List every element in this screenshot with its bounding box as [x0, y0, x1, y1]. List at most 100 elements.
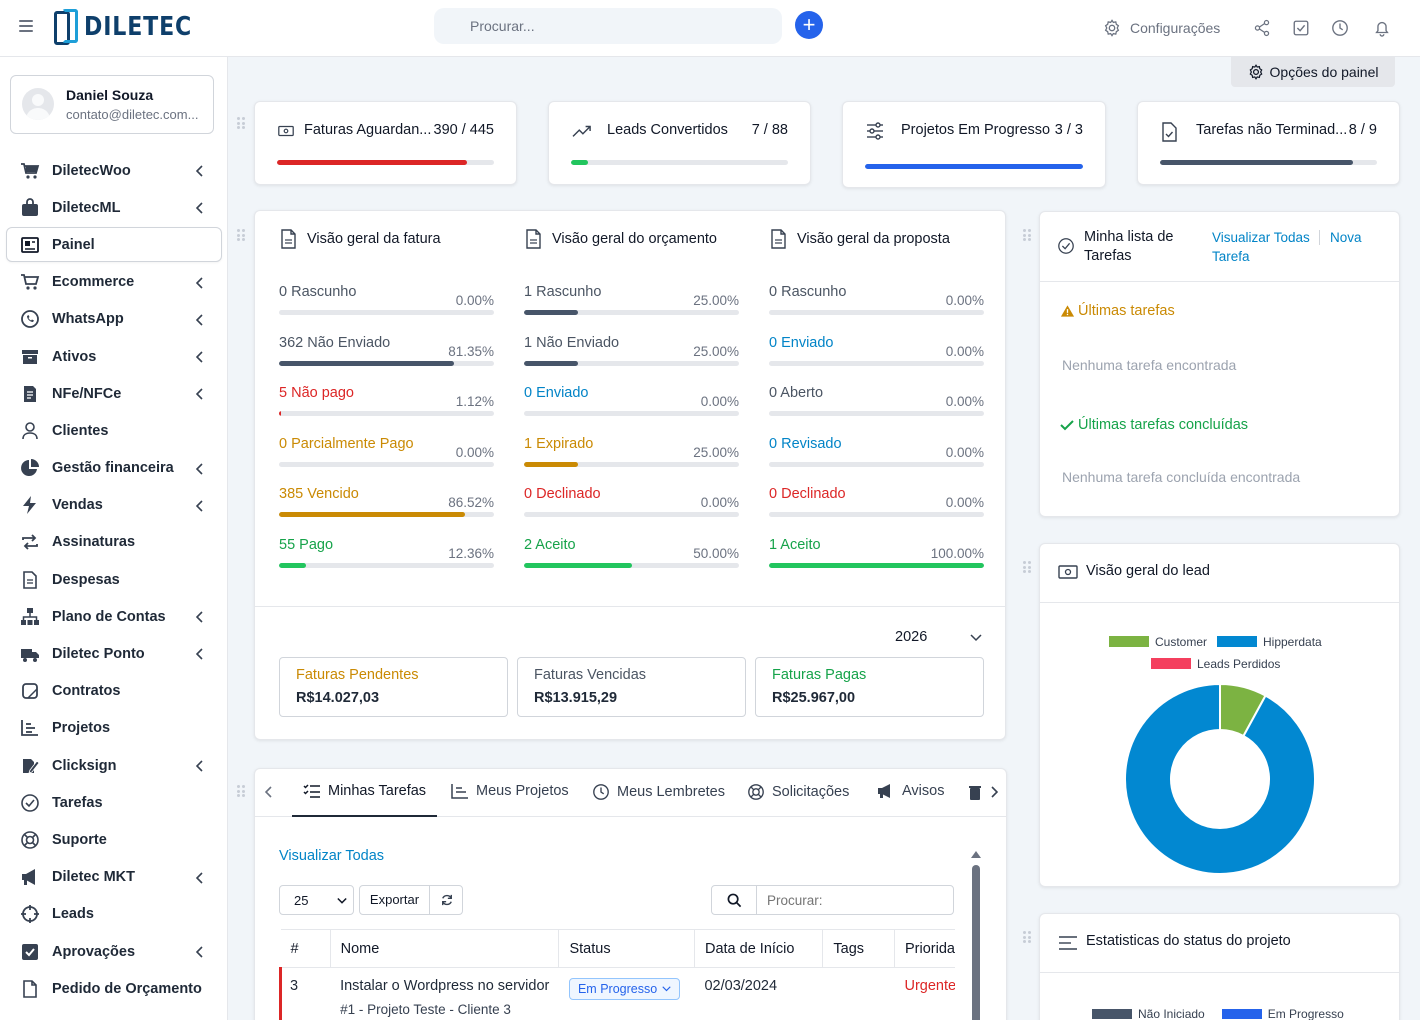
overview-row[interactable]: 0 Revisado 0.00%: [769, 436, 984, 486]
col-header[interactable]: Tags: [822, 929, 895, 968]
clock-icon[interactable]: [1331, 19, 1349, 37]
scrollbar-thumb[interactable]: [972, 865, 980, 1020]
chevron-down-icon[interactable]: [970, 633, 982, 643]
year-select[interactable]: 2026: [895, 629, 928, 645]
sidebar-item-leads[interactable]: Leads: [0, 896, 228, 933]
drag-handle-icon[interactable]: [1023, 931, 1031, 943]
todo-view-all-link[interactable]: Visualizar Todas: [1212, 230, 1310, 245]
table-row[interactable]: 3 Instalar o Wordpress no servidor #1 - …: [279, 967, 955, 1020]
user-profile-card[interactable]: Daniel Souza contato@diletec.com...: [10, 75, 214, 134]
todo-new-link-cont[interactable]: Nova Tarefa: [1212, 230, 1362, 264]
sidebar-item-contratos[interactable]: Contratos: [0, 673, 228, 710]
col-header[interactable]: Priorida: [894, 929, 955, 968]
overview-row[interactable]: 362 Não Enviado 81.35%: [279, 335, 494, 385]
page-size-select[interactable]: 25: [279, 885, 354, 915]
menu-toggle-icon[interactable]: [19, 20, 33, 32]
chevron-left-icon[interactable]: [265, 786, 273, 798]
overview-row[interactable]: 0 Declinado 0.00%: [769, 486, 984, 536]
donut-slice-hipperdata[interactable]: [1124, 682, 1316, 875]
legend-swatch[interactable]: [1109, 636, 1149, 647]
stat-value: 8 / 9: [1348, 122, 1377, 138]
sidebar-item-clicksign[interactable]: Clicksign: [0, 747, 228, 784]
overview-row[interactable]: 55 Pago 12.36%: [279, 537, 494, 587]
signature-icon: [20, 756, 40, 776]
invoice-summary-box[interactable]: Faturas Pagas R$25.967,00: [755, 657, 984, 717]
col-header[interactable]: Status: [558, 929, 695, 968]
col-header[interactable]: #: [280, 929, 331, 968]
overview-progress-bar: [279, 461, 494, 467]
overview-row[interactable]: 1 Não Enviado 25.00%: [524, 335, 739, 385]
sidebar-item-diletec-ponto[interactable]: Diletec Ponto: [0, 635, 228, 672]
refresh-icon[interactable]: [441, 894, 453, 906]
overview-row[interactable]: 2 Aceito 50.00%: [524, 537, 739, 587]
row-name[interactable]: Instalar o Wordpress no servidor #1 - Pr…: [340, 978, 550, 1017]
overview-row[interactable]: 0 Rascunho 0.00%: [769, 284, 984, 334]
sidebar-item-ativos[interactable]: Ativos: [0, 338, 228, 375]
export-button[interactable]: Exportar: [360, 886, 430, 914]
sidebar-item-vendas[interactable]: Vendas: [0, 487, 228, 524]
sidebar-item-despesas[interactable]: Despesas: [0, 561, 228, 598]
sidebar-item-assinaturas[interactable]: Assinaturas: [0, 524, 228, 561]
table-search-input[interactable]: [757, 892, 947, 908]
tab-my-projects[interactable]: Meus Projetos: [451, 783, 569, 799]
sidebar-item-pedido-de-or-amento[interactable]: Pedido de Orçamento: [0, 970, 228, 1007]
sidebar-item-whatsapp[interactable]: WhatsApp: [0, 301, 228, 338]
overview-row[interactable]: 0 Enviado 0.00%: [769, 335, 984, 385]
drag-handle-icon[interactable]: [237, 117, 245, 129]
legend-swatch[interactable]: [1217, 636, 1257, 647]
row-status[interactable]: Em Progresso: [559, 968, 695, 1020]
col-header[interactable]: Data de Início: [693, 929, 823, 968]
quick-add-button[interactable]: +: [795, 11, 823, 39]
sidebar-item-clientes[interactable]: Clientes: [0, 412, 228, 449]
overview-row[interactable]: 1 Aceito 100.00%: [769, 537, 984, 587]
sidebar-item-projetos[interactable]: Projetos: [0, 710, 228, 747]
tab-my-tasks[interactable]: Minhas Tarefas: [303, 783, 426, 799]
sidebar-item-diletecwoo[interactable]: DiletecWoo: [0, 152, 228, 189]
status-badge[interactable]: Em Progresso: [568, 978, 681, 1000]
drag-handle-icon[interactable]: [1023, 229, 1031, 241]
sidebar-item-aprova-es[interactable]: Aprovações: [0, 933, 228, 970]
sidebar-item-gest-o-financeira[interactable]: Gestão financeira: [0, 450, 228, 487]
warning-icon: [1060, 305, 1075, 317]
tab-requests[interactable]: Solicitações: [747, 783, 849, 801]
tab-my-reminders[interactable]: Meus Lembretes: [592, 783, 725, 801]
bell-icon[interactable]: [1373, 19, 1391, 37]
sidebar-item-nfe-nfce[interactable]: NFe/NFCe: [0, 375, 228, 412]
legend-swatch[interactable]: [1151, 658, 1191, 669]
panel-options-button[interactable]: Opções do painel: [1231, 57, 1395, 87]
overview-row[interactable]: 1 Rascunho 25.00%: [524, 284, 739, 334]
drag-handle-icon[interactable]: [1023, 561, 1031, 573]
global-search-input[interactable]: [434, 8, 782, 44]
sidebar-item-ecommerce[interactable]: Ecommerce: [0, 264, 228, 301]
sidebar-item-diletec-mkt[interactable]: Diletec MKT: [0, 859, 228, 896]
sidebar-item-tarefas[interactable]: Tarefas: [0, 784, 228, 821]
overview-row[interactable]: 385 Vencido 86.52%: [279, 486, 494, 536]
scroll-up-icon[interactable]: [971, 851, 981, 858]
overview-row[interactable]: 0 Enviado 0.00%: [524, 385, 739, 435]
overview-row[interactable]: 0 Rascunho 0.00%: [279, 284, 494, 334]
overview-row[interactable]: 0 Declinado 0.00%: [524, 486, 739, 536]
tasks-view-all-link[interactable]: Visualizar Todas: [279, 848, 385, 864]
overview-row[interactable]: 1 Expirado 25.00%: [524, 436, 739, 486]
logo[interactable]: DILETEC: [54, 9, 211, 45]
settings-link[interactable]: Configurações: [1103, 19, 1220, 37]
sidebar-item-painel[interactable]: Painel: [0, 226, 228, 263]
overview-row[interactable]: 0 Aberto 0.00%: [769, 385, 984, 435]
sidebar-item-plano-de-contas[interactable]: Plano de Contas: [0, 598, 228, 635]
invoice-summary-box[interactable]: Faturas Pendentes R$14.027,03: [279, 657, 508, 717]
legend-label[interactable]: Leads Perdidos: [1197, 657, 1280, 671]
invoice-summary-box[interactable]: Faturas Vencidas R$13.915,29: [517, 657, 746, 717]
legend-label[interactable]: Hipperdata: [1263, 635, 1322, 649]
sidebar-item-diletecml[interactable]: DiletecML: [0, 189, 228, 226]
drag-handle-icon[interactable]: [237, 229, 245, 241]
checkbox-icon[interactable]: [1292, 19, 1310, 37]
chevron-right-icon[interactable]: [990, 786, 998, 798]
sidebar-item-suporte[interactable]: Suporte: [0, 821, 228, 858]
legend-label[interactable]: Customer: [1155, 635, 1207, 649]
drag-handle-icon[interactable]: [237, 785, 245, 797]
share-icon[interactable]: [1253, 19, 1271, 37]
overview-row[interactable]: 5 Não pago 1.12%: [279, 385, 494, 435]
col-header[interactable]: Nome: [329, 929, 559, 968]
tab-announcements[interactable]: Avisos: [877, 783, 944, 799]
overview-row[interactable]: 0 Parcialmente Pago 0.00%: [279, 436, 494, 486]
